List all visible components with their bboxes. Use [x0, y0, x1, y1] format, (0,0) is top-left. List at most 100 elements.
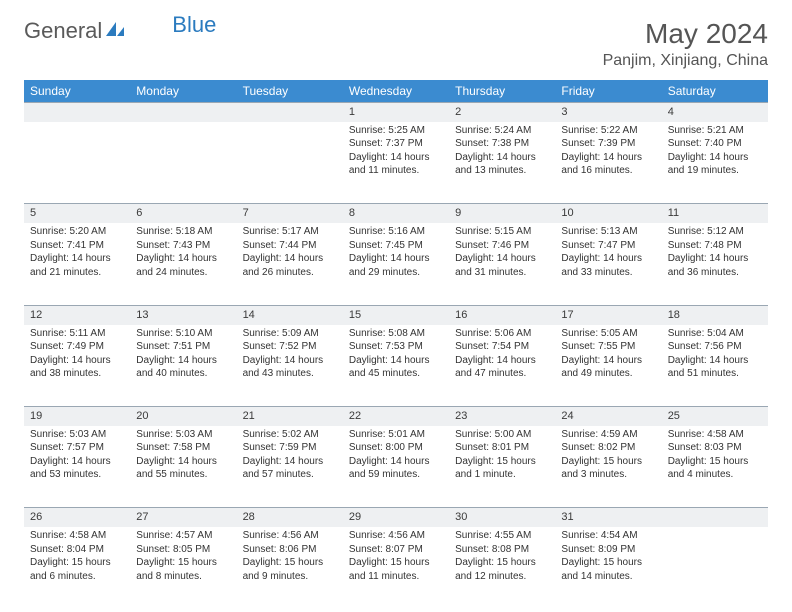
sunset-text: Sunset: 7:54 PM — [455, 340, 549, 354]
day-number-cell: 8 — [343, 204, 449, 223]
daylight-text-1: Daylight: 15 hours — [455, 556, 549, 570]
sunrise-text: Sunrise: 5:02 AM — [243, 428, 337, 442]
day-number-cell: 14 — [237, 305, 343, 324]
day-number-cell: 19 — [24, 407, 130, 426]
day-detail-cell: Sunrise: 4:56 AMSunset: 8:06 PMDaylight:… — [237, 527, 343, 609]
sunset-text: Sunset: 7:46 PM — [455, 239, 549, 253]
daylight-text-1: Daylight: 14 hours — [243, 455, 337, 469]
day-detail-cell — [130, 122, 236, 204]
daylight-text-1: Daylight: 14 hours — [668, 252, 762, 266]
sunset-text: Sunset: 7:37 PM — [349, 137, 443, 151]
sunset-text: Sunset: 7:58 PM — [136, 441, 230, 455]
day-detail-cell: Sunrise: 5:22 AMSunset: 7:39 PMDaylight:… — [555, 122, 661, 204]
daylight-text-1: Daylight: 14 hours — [455, 151, 549, 165]
day-detail-cell: Sunrise: 4:54 AMSunset: 8:09 PMDaylight:… — [555, 527, 661, 609]
day-detail-cell: Sunrise: 5:03 AMSunset: 7:58 PMDaylight:… — [130, 426, 236, 508]
daylight-text-2: and 11 minutes. — [349, 570, 443, 584]
sunrise-text: Sunrise: 5:03 AM — [136, 428, 230, 442]
sunrise-text: Sunrise: 5:20 AM — [30, 225, 124, 239]
day-detail-cell: Sunrise: 4:57 AMSunset: 8:05 PMDaylight:… — [130, 527, 236, 609]
daylight-text-2: and 11 minutes. — [349, 164, 443, 178]
daylight-text-2: and 21 minutes. — [30, 266, 124, 280]
sunset-text: Sunset: 7:49 PM — [30, 340, 124, 354]
weekday-header: Sunday — [24, 80, 130, 103]
logo-text-general: General — [24, 18, 102, 44]
sunrise-text: Sunrise: 5:13 AM — [561, 225, 655, 239]
day-number-cell: 9 — [449, 204, 555, 223]
day-detail-cell: Sunrise: 5:11 AMSunset: 7:49 PMDaylight:… — [24, 325, 130, 407]
weekday-header: Friday — [555, 80, 661, 103]
daylight-text-2: and 6 minutes. — [30, 570, 124, 584]
day-number-cell: 23 — [449, 407, 555, 426]
day-number-cell: 11 — [662, 204, 768, 223]
sunrise-text: Sunrise: 4:58 AM — [30, 529, 124, 543]
day-number-cell: 22 — [343, 407, 449, 426]
daylight-text-1: Daylight: 14 hours — [30, 252, 124, 266]
daylight-text-1: Daylight: 14 hours — [136, 354, 230, 368]
day-number-row: 12131415161718 — [24, 305, 768, 324]
day-detail-row: Sunrise: 4:58 AMSunset: 8:04 PMDaylight:… — [24, 527, 768, 609]
daylight-text-2: and 1 minute. — [455, 468, 549, 482]
sunset-text: Sunset: 8:05 PM — [136, 543, 230, 557]
daylight-text-2: and 12 minutes. — [455, 570, 549, 584]
sunrise-text: Sunrise: 5:08 AM — [349, 327, 443, 341]
day-detail-cell — [662, 527, 768, 609]
sunrise-text: Sunrise: 4:58 AM — [668, 428, 762, 442]
daylight-text-1: Daylight: 14 hours — [561, 354, 655, 368]
sunrise-text: Sunrise: 5:00 AM — [455, 428, 549, 442]
day-number-cell: 21 — [237, 407, 343, 426]
daylight-text-1: Daylight: 14 hours — [455, 252, 549, 266]
day-detail-row: Sunrise: 5:25 AMSunset: 7:37 PMDaylight:… — [24, 122, 768, 204]
day-number-cell: 10 — [555, 204, 661, 223]
sunrise-text: Sunrise: 5:18 AM — [136, 225, 230, 239]
sunset-text: Sunset: 7:48 PM — [668, 239, 762, 253]
sunset-text: Sunset: 7:43 PM — [136, 239, 230, 253]
day-number-cell: 7 — [237, 204, 343, 223]
sunset-text: Sunset: 7:52 PM — [243, 340, 337, 354]
daylight-text-2: and 8 minutes. — [136, 570, 230, 584]
day-number-cell: 6 — [130, 204, 236, 223]
daylight-text-1: Daylight: 15 hours — [349, 556, 443, 570]
daylight-text-1: Daylight: 14 hours — [30, 354, 124, 368]
daylight-text-1: Daylight: 15 hours — [136, 556, 230, 570]
day-detail-cell: Sunrise: 5:20 AMSunset: 7:41 PMDaylight:… — [24, 223, 130, 305]
daylight-text-1: Daylight: 15 hours — [30, 556, 124, 570]
day-detail-cell: Sunrise: 4:59 AMSunset: 8:02 PMDaylight:… — [555, 426, 661, 508]
daylight-text-2: and 40 minutes. — [136, 367, 230, 381]
daylight-text-2: and 24 minutes. — [136, 266, 230, 280]
title-block: May 2024 Panjim, Xinjiang, China — [603, 18, 768, 70]
sunset-text: Sunset: 7:41 PM — [30, 239, 124, 253]
day-number-cell: 25 — [662, 407, 768, 426]
day-detail-cell: Sunrise: 4:58 AMSunset: 8:03 PMDaylight:… — [662, 426, 768, 508]
daylight-text-2: and 55 minutes. — [136, 468, 230, 482]
sunset-text: Sunset: 7:40 PM — [668, 137, 762, 151]
day-number-cell: 16 — [449, 305, 555, 324]
day-number-cell: 28 — [237, 508, 343, 527]
sunset-text: Sunset: 7:56 PM — [668, 340, 762, 354]
daylight-text-1: Daylight: 14 hours — [30, 455, 124, 469]
day-detail-cell: Sunrise: 4:55 AMSunset: 8:08 PMDaylight:… — [449, 527, 555, 609]
day-number-cell: 18 — [662, 305, 768, 324]
daylight-text-1: Daylight: 14 hours — [668, 354, 762, 368]
daylight-text-2: and 57 minutes. — [243, 468, 337, 482]
day-detail-cell: Sunrise: 5:05 AMSunset: 7:55 PMDaylight:… — [555, 325, 661, 407]
daylight-text-2: and 29 minutes. — [349, 266, 443, 280]
day-number-cell: 27 — [130, 508, 236, 527]
sunset-text: Sunset: 8:01 PM — [455, 441, 549, 455]
daylight-text-1: Daylight: 14 hours — [349, 151, 443, 165]
day-number-cell: 2 — [449, 103, 555, 122]
day-number-cell: 12 — [24, 305, 130, 324]
day-detail-cell: Sunrise: 5:13 AMSunset: 7:47 PMDaylight:… — [555, 223, 661, 305]
sunset-text: Sunset: 7:57 PM — [30, 441, 124, 455]
day-detail-cell: Sunrise: 5:18 AMSunset: 7:43 PMDaylight:… — [130, 223, 236, 305]
day-number-cell: 5 — [24, 204, 130, 223]
sunrise-text: Sunrise: 5:22 AM — [561, 124, 655, 138]
header: General Blue May 2024 Panjim, Xinjiang, … — [24, 18, 768, 70]
sunrise-text: Sunrise: 4:56 AM — [349, 529, 443, 543]
day-number-cell: 15 — [343, 305, 449, 324]
sunrise-text: Sunrise: 4:57 AM — [136, 529, 230, 543]
sunrise-text: Sunrise: 5:12 AM — [668, 225, 762, 239]
sunset-text: Sunset: 7:51 PM — [136, 340, 230, 354]
sunrise-text: Sunrise: 5:09 AM — [243, 327, 337, 341]
day-detail-cell: Sunrise: 5:06 AMSunset: 7:54 PMDaylight:… — [449, 325, 555, 407]
